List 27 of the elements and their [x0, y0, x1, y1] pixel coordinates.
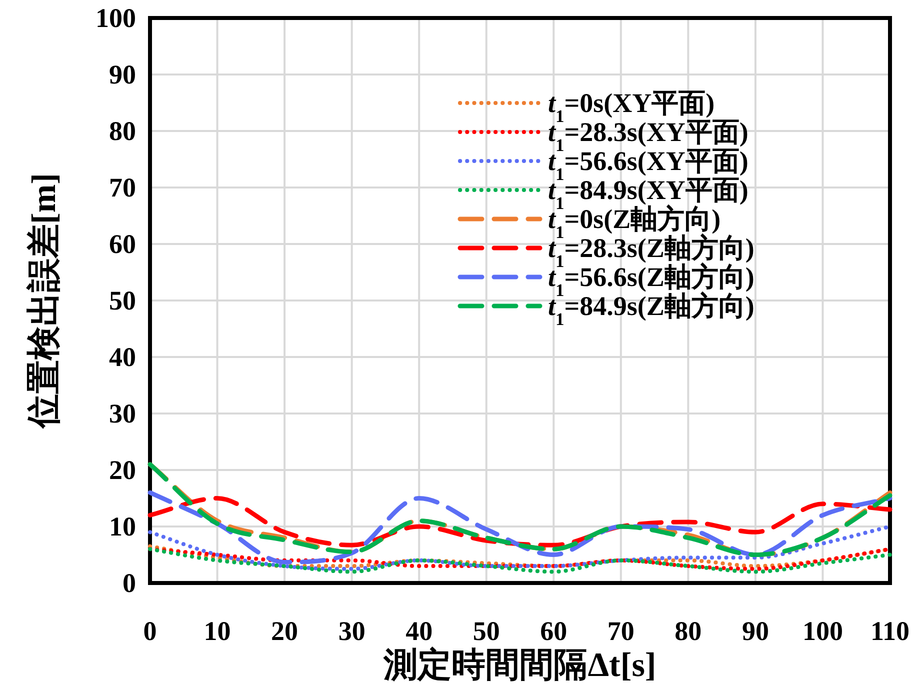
line-series [148, 496, 892, 548]
y-tick-label: 20 [109, 455, 136, 485]
y-tick-label: 10 [109, 512, 136, 542]
x-tick-label: 60 [540, 616, 568, 646]
y-axis-title: 位置検出誤差[m] [26, 173, 63, 429]
y-tick-label: 60 [109, 229, 136, 259]
x-tick-label: 110 [870, 616, 910, 646]
x-tick-label: 0 [143, 616, 157, 646]
line-series [148, 462, 892, 557]
y-tick-label: 0 [122, 568, 136, 598]
x-tick-label: 10 [204, 616, 231, 646]
x-tick-label: 100 [802, 616, 843, 646]
y-tick-label: 50 [109, 286, 136, 316]
x-tick-label: 70 [607, 616, 634, 646]
x-tick-label: 20 [271, 616, 298, 646]
y-tick-label: 30 [109, 398, 136, 428]
x-tick-label: 50 [472, 616, 500, 646]
y-tick-label: 40 [109, 342, 136, 372]
x-tick-label: 90 [742, 616, 769, 646]
y-tick-label: 90 [109, 60, 136, 90]
y-tick-label: 80 [109, 116, 136, 146]
y-tick-label: 100 [96, 3, 136, 33]
y-tick-label: 70 [109, 172, 136, 202]
x-tick-label: 30 [338, 616, 366, 646]
x-axis-title: 測定時間間隔Δt[s] [382, 646, 656, 684]
x-tick-label: 80 [674, 616, 702, 646]
x-tick-label: 40 [406, 616, 433, 646]
